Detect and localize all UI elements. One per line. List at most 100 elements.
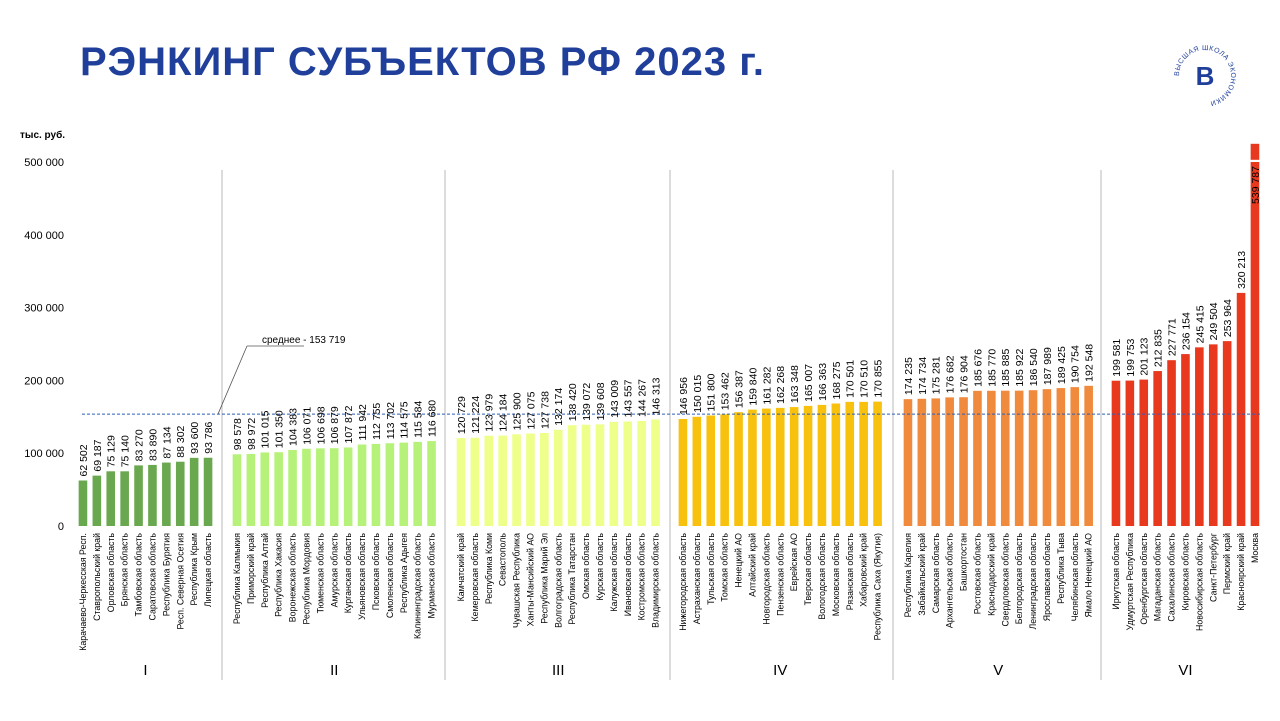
value-label: 111 942 [357, 404, 369, 441]
category-label: Калининградская область [413, 533, 423, 639]
y-axis-unit-label: тыс. руб. [20, 129, 65, 141]
y-tick-label: 400 000 [24, 230, 64, 242]
bar [1042, 389, 1052, 526]
value-label: 539 787 [1250, 166, 1262, 204]
category-label: Томская область [720, 533, 730, 602]
logo-mark: В [1196, 61, 1215, 91]
category-label: Новгородская область [761, 533, 771, 625]
value-label: 163 348 [789, 365, 801, 403]
category-label: Тульская область [706, 533, 716, 605]
bar [775, 407, 785, 526]
value-label: 185 885 [1000, 349, 1012, 387]
value-label: 75 140 [120, 435, 132, 467]
category-label: Калужская область [609, 533, 619, 612]
category-label: Свердловская область [1000, 533, 1010, 627]
value-label: 189 425 [1056, 346, 1068, 384]
bar [175, 461, 185, 526]
value-label: 161 282 [761, 366, 773, 404]
bar-overflow-cap [1250, 143, 1260, 160]
category-label: Курская область [595, 533, 605, 601]
bar [189, 457, 199, 526]
value-label: 115 584 [413, 401, 425, 438]
bar [526, 433, 535, 526]
bar [845, 401, 855, 526]
category-label: Курганская область [343, 533, 353, 614]
value-label: 125 900 [512, 392, 524, 430]
category-label: Тамбовская область [134, 533, 144, 617]
bar [357, 444, 367, 526]
value-label: 139 072 [581, 383, 593, 421]
category-label: Республика Бурятия [161, 533, 171, 616]
page-title: РЭНКИНГ СУБЪЕКТОВ РФ 2023 г. [80, 40, 766, 84]
category-label: Забайкальский край [917, 533, 927, 616]
value-label: 139 608 [595, 382, 607, 420]
bar [817, 404, 827, 526]
bar [1014, 390, 1024, 526]
bar [903, 399, 913, 526]
y-tick-label: 100 000 [24, 448, 64, 460]
bar [399, 442, 409, 526]
category-label: Республика Карелия [903, 533, 913, 618]
category-label: Башкортостан [959, 533, 969, 591]
y-tick-label: 500 000 [24, 157, 64, 169]
bar [232, 454, 242, 526]
value-label: 120 729 [456, 396, 468, 434]
value-label: 170 855 [873, 360, 885, 398]
value-label: 168 275 [831, 361, 843, 399]
bar [1056, 388, 1066, 526]
value-label: 124 184 [498, 393, 510, 431]
value-label: 83 270 [134, 429, 146, 461]
value-label: 253 964 [1222, 299, 1234, 337]
y-tick-label: 0 [58, 521, 64, 533]
value-labels: 62 502 69 187 75 129 75 140 83 270 83 890 87 1… [78, 166, 1262, 477]
category-label: Респ. Северная Осетия [175, 533, 185, 630]
category-label: Магаданская область [1153, 533, 1163, 622]
value-label: 75 129 [106, 435, 118, 467]
value-label: 186 540 [1028, 348, 1040, 386]
category-label: Чувашская Республика [512, 533, 522, 628]
category-label: Ульяновская область [357, 533, 367, 620]
bar [973, 390, 982, 526]
group-label: IV [773, 662, 787, 679]
bar [931, 398, 941, 526]
value-label: 187 989 [1042, 347, 1054, 385]
bar [329, 448, 339, 526]
category-label: Амурская область [329, 533, 339, 608]
value-label: 170 501 [845, 360, 857, 398]
value-label: 212 835 [1153, 329, 1165, 367]
bar [106, 471, 116, 526]
value-label: 153 462 [720, 372, 732, 410]
category-labels: Карачаево-Черкесская Респ. Ставропольский… [78, 533, 1260, 651]
category-label: Архангельская область [945, 533, 955, 629]
category-label: Приморский край [246, 533, 256, 604]
value-label: 175 281 [931, 356, 943, 394]
bar [706, 415, 716, 526]
value-label: 159 840 [747, 368, 759, 406]
value-label: 113 702 [385, 402, 397, 439]
value-label: 114 575 [399, 401, 411, 438]
y-axis: 0 100 000 200 000 300 000 400 000 500 000 [24, 157, 64, 533]
bar [1167, 360, 1176, 526]
category-label: Удмуртская Республика [1125, 533, 1135, 630]
bar [623, 421, 633, 526]
hse-logo: ВЫСШАЯ ШКОЛА ЭКОНОМИКИ В [1174, 45, 1236, 107]
category-label: Республика Калмыкия [232, 533, 242, 624]
value-label: 123 979 [484, 394, 496, 432]
category-label: Краснодарский край [986, 533, 996, 616]
group-label: VI [1178, 662, 1192, 679]
group-label: I [143, 662, 147, 679]
bar [1028, 390, 1038, 526]
category-label: Астраханская область [692, 533, 702, 625]
value-label: 98 972 [246, 418, 258, 450]
value-label: 227 771 [1167, 318, 1179, 356]
group-label: III [552, 662, 565, 679]
value-label: 236 154 [1180, 312, 1192, 350]
value-label: 170 510 [859, 360, 871, 398]
category-label: Омская область [581, 533, 591, 599]
bar [1125, 380, 1135, 526]
group-labels: I II III IV V VI [143, 662, 1192, 679]
value-label: 143 009 [609, 380, 621, 418]
value-label: 174 235 [903, 357, 915, 395]
bar [1195, 347, 1204, 526]
value-label: 185 676 [972, 349, 984, 387]
